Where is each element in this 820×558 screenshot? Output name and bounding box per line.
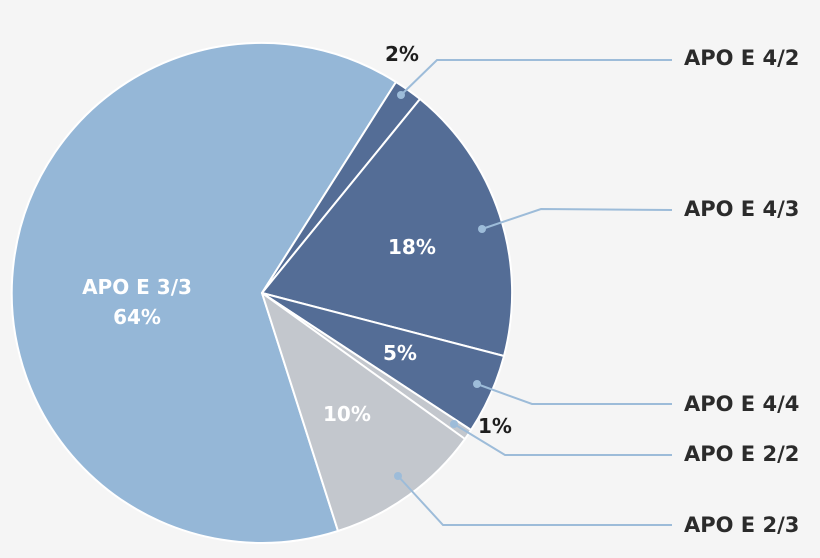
leader-apoe42 [400, 59, 672, 96]
slice-apoe43 [261, 98, 514, 357]
leader-apoe43 [481, 207, 673, 230]
legend-apoe23: APO E 2/3 [684, 513, 800, 537]
slice-label-apoe33: APO E 3/3 64% [62, 272, 212, 332]
leader-apoe44 [476, 383, 672, 405]
slice-label-apoe43-pct: 18% [388, 235, 436, 259]
slice-label-apoe44-pct: 5% [383, 341, 417, 365]
slice-label-apoe33-pct: 64% [113, 305, 161, 329]
legend-apoe44: APO E 4/4 [684, 392, 800, 416]
slice-label-apoe22-pct: 1% [478, 414, 512, 438]
leader-apoe22 [453, 423, 672, 456]
slice-apoe23 [261, 292, 466, 532]
slice-apoe33 [10, 41, 397, 544]
legend-apoe43: APO E 4/3 [684, 197, 800, 221]
legend-apoe42: APO E 4/2 [684, 46, 800, 70]
leader-apoe23 [397, 475, 672, 526]
legend-apoe22: APO E 2/2 [684, 442, 800, 466]
slice-label-apoe33-name: APO E 3/3 [82, 275, 192, 299]
slice-label-apoe42-pct: 2% [385, 42, 419, 66]
slice-label-apoe23-pct: 10% [323, 402, 371, 426]
